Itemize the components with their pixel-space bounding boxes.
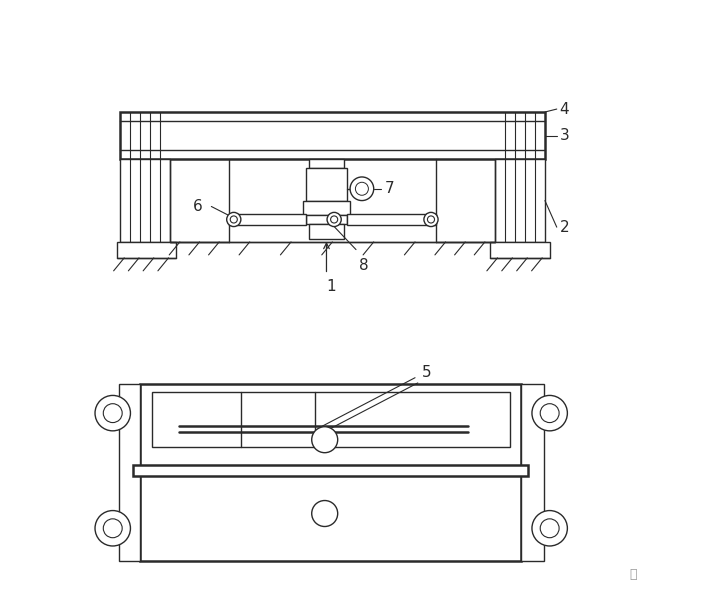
- Text: 4: 4: [560, 101, 570, 117]
- Bar: [120, 124, 545, 147]
- Bar: [133, 464, 528, 476]
- Circle shape: [103, 519, 122, 538]
- Text: 8: 8: [359, 259, 369, 274]
- Bar: [495, 159, 545, 242]
- Circle shape: [540, 403, 559, 423]
- Circle shape: [427, 216, 434, 223]
- Circle shape: [312, 427, 337, 453]
- Circle shape: [330, 216, 337, 223]
- Text: 溃: 溃: [629, 569, 637, 582]
- Text: 6: 6: [193, 199, 202, 214]
- Circle shape: [95, 395, 130, 431]
- Bar: [229, 213, 306, 225]
- Circle shape: [327, 212, 341, 226]
- Bar: [309, 224, 344, 239]
- Bar: [152, 393, 510, 447]
- Circle shape: [230, 216, 237, 223]
- Circle shape: [532, 511, 567, 546]
- Bar: [140, 384, 521, 561]
- Circle shape: [312, 501, 337, 526]
- Text: 2: 2: [560, 220, 570, 235]
- Bar: [306, 168, 347, 201]
- Bar: [120, 159, 170, 242]
- Bar: [306, 215, 347, 224]
- Text: 5: 5: [422, 365, 431, 380]
- Bar: [119, 384, 140, 561]
- Bar: [521, 384, 544, 561]
- Bar: [309, 159, 344, 168]
- Circle shape: [103, 403, 122, 423]
- Bar: [303, 201, 350, 215]
- Circle shape: [226, 212, 241, 226]
- Bar: [347, 213, 436, 225]
- Circle shape: [540, 519, 559, 538]
- Circle shape: [532, 395, 567, 431]
- Text: 3: 3: [560, 128, 570, 143]
- Circle shape: [350, 177, 374, 201]
- Text: 1: 1: [327, 279, 336, 294]
- Circle shape: [424, 212, 438, 226]
- Bar: [120, 112, 545, 159]
- Circle shape: [355, 182, 368, 195]
- Bar: [117, 242, 176, 258]
- Bar: [490, 242, 550, 258]
- Text: 7: 7: [384, 181, 394, 196]
- Circle shape: [95, 511, 130, 546]
